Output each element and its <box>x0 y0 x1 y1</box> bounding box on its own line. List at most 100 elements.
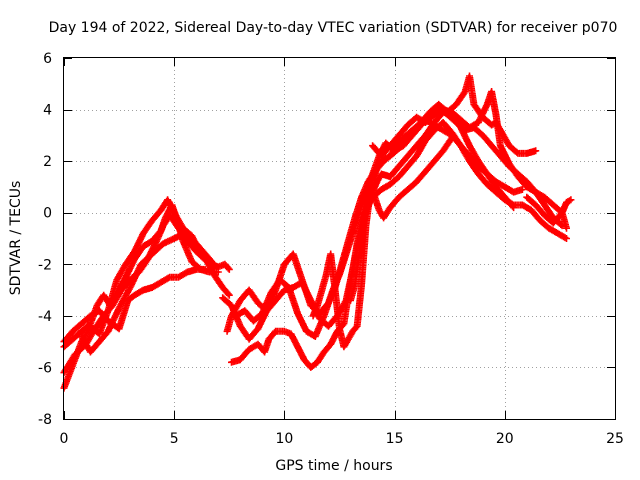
trace-point <box>317 288 325 296</box>
trace-point <box>410 144 418 152</box>
trace-point <box>512 147 519 155</box>
trace-point <box>169 235 177 243</box>
trace-point <box>209 259 217 267</box>
series-track-13 <box>523 193 575 227</box>
trace-point <box>318 351 326 359</box>
trace-point <box>224 290 232 298</box>
x-tick-label: 5 <box>170 431 179 447</box>
trace-point <box>384 207 392 214</box>
trace-point <box>445 130 453 138</box>
y-tick-label: -2 <box>38 257 52 273</box>
trace-point <box>561 234 569 242</box>
trace-point <box>447 135 455 143</box>
trace-point <box>410 180 418 188</box>
trace-point <box>243 348 251 356</box>
series-track-5 <box>78 229 218 356</box>
trace-point <box>402 155 410 163</box>
trace-point <box>538 192 545 199</box>
trace-point <box>137 245 145 253</box>
trace-point <box>163 275 171 283</box>
trace-point <box>282 281 290 289</box>
trace-point <box>377 160 385 168</box>
trace-point <box>351 325 359 333</box>
trace-point <box>375 188 383 196</box>
trace-point <box>455 139 462 147</box>
trace-point <box>472 167 480 175</box>
trace-point <box>391 145 399 153</box>
trace-point <box>146 219 154 227</box>
trace-point <box>384 144 392 152</box>
trace-point <box>402 124 410 132</box>
trace-point <box>350 283 358 291</box>
trace-point <box>498 194 506 202</box>
trace-point <box>450 103 458 111</box>
trace-point <box>278 289 286 297</box>
x-tick-label: 0 <box>60 431 69 447</box>
trace-point <box>393 165 401 173</box>
trace-point <box>181 270 188 278</box>
trace-point <box>393 134 401 142</box>
trace-point <box>562 223 570 230</box>
trace-point <box>471 120 479 128</box>
trace-point <box>84 314 92 322</box>
trace-point <box>393 175 400 183</box>
trace-point <box>154 280 162 288</box>
trace-point <box>325 343 332 351</box>
trace-point <box>496 140 504 148</box>
trace-point <box>472 160 480 168</box>
x-tick-label: 10 <box>275 431 293 447</box>
y-axis-tick-labels: -8 -6 -4 -2 0 2 4 6 <box>38 51 52 428</box>
trace-point <box>311 360 319 368</box>
trace-point <box>481 168 489 176</box>
series-track-3 <box>60 201 222 351</box>
trace-point <box>112 278 120 285</box>
y-tick-label: 0 <box>43 206 52 222</box>
trace-point <box>111 294 119 302</box>
trace-point <box>498 181 506 189</box>
trace-point <box>485 139 493 147</box>
trace-point <box>102 330 110 338</box>
trace-point <box>84 322 92 330</box>
trace-point <box>538 209 546 217</box>
trace-point <box>344 239 352 247</box>
y-tick-label: -8 <box>38 412 52 428</box>
trace-point <box>393 196 401 204</box>
y-tick-label: 2 <box>43 154 52 170</box>
trace-point <box>436 107 444 115</box>
trace-point <box>369 191 377 199</box>
trace-point <box>428 129 436 137</box>
trace-point <box>384 154 391 162</box>
trace-point <box>508 200 516 208</box>
trace-point <box>145 239 153 247</box>
trace-point <box>199 265 207 273</box>
chart-title: Day 194 of 2022, Sidereal Day-to-day VTE… <box>49 20 618 36</box>
trace-point <box>437 149 445 157</box>
trace-point <box>494 149 502 157</box>
trace-point <box>566 197 573 205</box>
trace-point <box>313 303 321 311</box>
trace-point <box>410 155 418 163</box>
trace-point <box>298 274 305 282</box>
trace-point <box>128 293 136 301</box>
trace-point <box>223 289 231 297</box>
trace-point <box>269 330 277 338</box>
trace-point <box>190 237 198 245</box>
trace-point <box>190 245 198 253</box>
trace-point <box>481 178 489 186</box>
trace-point <box>419 170 427 178</box>
trace-point <box>173 273 181 281</box>
trace-point <box>172 212 180 220</box>
trace-point <box>530 147 538 155</box>
x-axis-tick-labels: 0 5 10 15 20 25 <box>60 431 624 447</box>
trace-point <box>252 327 260 335</box>
trace-point <box>542 222 550 230</box>
trace-point <box>402 165 410 173</box>
trace-point <box>547 199 555 207</box>
trace-point <box>463 149 471 157</box>
y-tick-label: -6 <box>38 360 52 376</box>
trace-point <box>490 176 497 184</box>
trace-point <box>252 296 260 304</box>
trace-point <box>420 140 428 148</box>
trace-point <box>428 160 436 168</box>
